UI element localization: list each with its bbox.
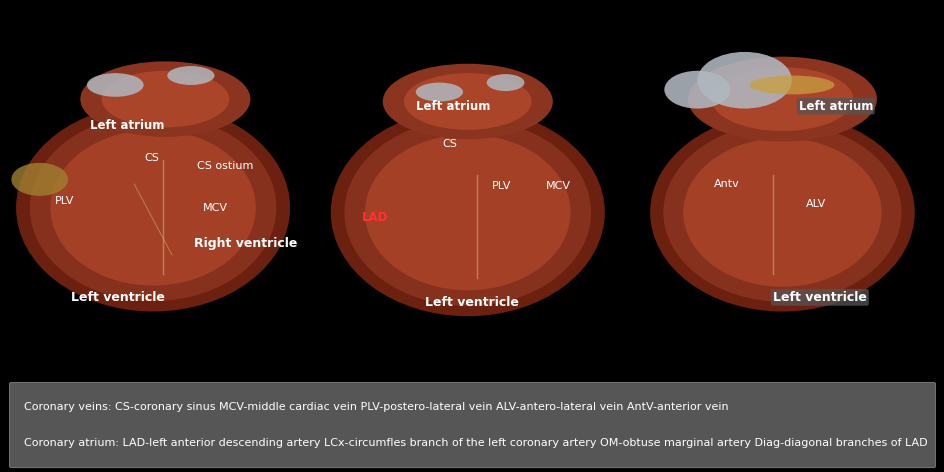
Text: MCV: MCV [203, 202, 228, 213]
Text: Coronary atrium: LAD-left anterior descending artery LCx-circumfles branch of th: Coronary atrium: LAD-left anterior desce… [24, 438, 926, 448]
Text: CS ostium: CS ostium [196, 161, 253, 171]
Ellipse shape [711, 67, 852, 131]
Ellipse shape [649, 113, 914, 312]
Ellipse shape [697, 52, 791, 109]
Ellipse shape [415, 83, 463, 101]
Text: CS: CS [144, 153, 160, 163]
Ellipse shape [80, 61, 250, 137]
Ellipse shape [167, 66, 214, 85]
Ellipse shape [29, 114, 276, 301]
Text: ALV: ALV [805, 199, 825, 209]
Text: LAD: LAD [362, 211, 388, 224]
Ellipse shape [344, 119, 590, 306]
Ellipse shape [663, 123, 901, 302]
Text: PLV: PLV [491, 181, 511, 192]
Ellipse shape [486, 74, 524, 91]
Text: PLV: PLV [55, 195, 75, 206]
Ellipse shape [50, 130, 256, 286]
Ellipse shape [382, 64, 552, 139]
Text: Left atrium: Left atrium [415, 100, 490, 113]
Text: CS: CS [442, 139, 457, 149]
Text: Right ventricle: Right ventricle [194, 236, 296, 250]
Text: Left atrium: Left atrium [798, 100, 872, 113]
Text: Coronary veins: CS-coronary sinus MCV-middle cardiac vein PLV-postero-lateral ve: Coronary veins: CS-coronary sinus MCV-mi… [24, 402, 728, 412]
Text: Left ventricle: Left ventricle [772, 291, 866, 304]
Ellipse shape [749, 76, 834, 94]
Ellipse shape [16, 104, 290, 312]
Text: Antv: Antv [713, 179, 738, 189]
FancyBboxPatch shape [9, 382, 935, 468]
Ellipse shape [683, 138, 881, 287]
Ellipse shape [364, 135, 570, 290]
Ellipse shape [101, 71, 228, 127]
Text: MCV: MCV [546, 181, 570, 192]
Ellipse shape [664, 71, 730, 109]
Ellipse shape [687, 57, 876, 142]
Ellipse shape [330, 109, 604, 316]
Ellipse shape [87, 73, 143, 97]
Text: Left atrium: Left atrium [90, 118, 164, 132]
Ellipse shape [404, 73, 531, 130]
Text: Left ventricle: Left ventricle [71, 291, 164, 304]
Text: Left ventricle: Left ventricle [425, 295, 518, 309]
Ellipse shape [11, 163, 68, 196]
